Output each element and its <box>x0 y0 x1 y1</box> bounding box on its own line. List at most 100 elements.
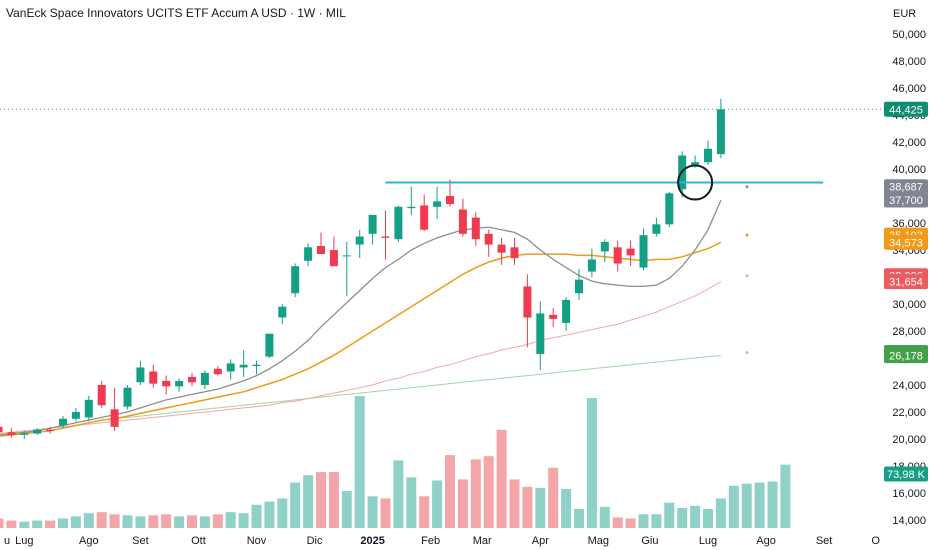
volume-bar <box>574 508 584 528</box>
time-axis-label: u <box>4 535 10 547</box>
volume-bar <box>277 498 288 528</box>
time-axis-label: Mag <box>588 535 609 547</box>
volume-bar <box>174 516 185 528</box>
time-axis-label: Dic <box>307 535 323 547</box>
volume-bar <box>199 516 210 528</box>
volume-bar <box>457 479 468 528</box>
time-axis-label: Lug <box>15 535 33 547</box>
time-axis-label: Apr <box>532 535 549 547</box>
candle-body <box>381 236 390 238</box>
ma-long-line <box>0 281 722 434</box>
volume-bar <box>32 520 43 528</box>
price-tick-label: 28,000 <box>892 326 926 338</box>
ma-short-line <box>0 199 722 436</box>
candle-body <box>71 412 80 419</box>
ma-end-marker <box>745 233 749 237</box>
candle-body <box>665 193 674 225</box>
price-tick-label: 24,000 <box>892 380 926 392</box>
volume-bar <box>354 396 365 528</box>
candle-body <box>394 206 403 240</box>
time-axis-label: Set <box>132 535 149 547</box>
volume-bar <box>341 491 352 528</box>
candle-body <box>265 333 274 357</box>
candle-body <box>420 205 429 230</box>
volume-bar <box>599 506 610 528</box>
volume-bar <box>535 487 546 528</box>
price-label-bg <box>884 274 928 290</box>
candle-body <box>304 247 313 261</box>
chart-title: VanEck Space Innovators UCITS ETF Accum … <box>6 6 346 20</box>
candle-body <box>149 371 158 384</box>
candle-body <box>239 364 248 368</box>
candle-body <box>691 162 700 165</box>
candle-body <box>355 236 364 245</box>
volume-bar <box>45 520 56 528</box>
volume-bar <box>135 516 146 528</box>
circle-annotation[interactable] <box>677 164 714 201</box>
volume-bar <box>715 498 726 528</box>
price-tick-label: 30,000 <box>892 299 926 311</box>
candle-body <box>291 266 300 294</box>
ma-longest-line <box>114 355 721 420</box>
time-axis-label: Nov <box>247 535 267 547</box>
candle-body <box>175 380 184 387</box>
time-axis-label: Mar <box>473 535 492 547</box>
volume-bar <box>19 521 30 528</box>
ma-mid-line <box>0 241 722 437</box>
candle-body <box>523 286 532 318</box>
volume-bar <box>445 455 455 528</box>
price-label: 31,654 <box>889 277 923 289</box>
price-label-bg <box>884 348 928 364</box>
price-label: 34,573 <box>889 237 923 249</box>
candle-body <box>200 372 209 385</box>
volume-bar <box>612 517 623 528</box>
volume-bar <box>625 518 636 528</box>
candle-body <box>317 245 325 255</box>
time-axis-label: Giu <box>641 535 658 547</box>
candle-body <box>329 250 338 267</box>
price-tick-label: 14,000 <box>892 515 926 527</box>
time-axis-label: Lug <box>699 535 717 547</box>
price-label-bg <box>884 192 928 208</box>
ma-end-marker <box>745 274 749 278</box>
volume-bar <box>251 504 262 528</box>
candle-body <box>33 429 42 434</box>
candle-body <box>497 244 506 253</box>
volume-bar <box>651 514 662 528</box>
volume-bar <box>741 483 752 528</box>
volume-label-bg <box>884 466 928 482</box>
volume-bar <box>70 516 81 528</box>
candle-body <box>407 206 416 209</box>
volume-bar <box>496 429 507 528</box>
candle-body <box>0 426 3 433</box>
volume-bar <box>367 496 378 528</box>
candle-body <box>46 429 55 431</box>
candle-body <box>188 376 196 383</box>
price-label-bg <box>884 234 928 250</box>
volume-bar <box>703 508 713 528</box>
candle-body <box>626 248 635 256</box>
volume-bar <box>83 513 94 528</box>
price-tick-label: 16,000 <box>892 488 926 500</box>
volume-bar <box>225 512 236 528</box>
volume-bar <box>780 464 791 528</box>
candle-body <box>587 259 596 272</box>
price-label-bg <box>884 179 928 195</box>
time-axis-label: Ago <box>79 535 99 547</box>
candle-body <box>136 367 145 383</box>
currency-label: EUR <box>893 8 917 20</box>
volume-bar <box>754 482 765 528</box>
candle-body <box>123 387 132 407</box>
volume-bar <box>109 514 120 528</box>
volume-bar <box>690 505 701 528</box>
ma-end-marker <box>745 351 749 355</box>
volume-bar <box>728 485 739 528</box>
candle-body <box>278 306 287 318</box>
candle-body <box>716 109 725 155</box>
volume-bar <box>380 498 391 528</box>
volume-bar <box>638 514 649 528</box>
candle-body <box>458 209 467 234</box>
volume-bar <box>161 514 172 528</box>
candle-body <box>433 201 442 207</box>
